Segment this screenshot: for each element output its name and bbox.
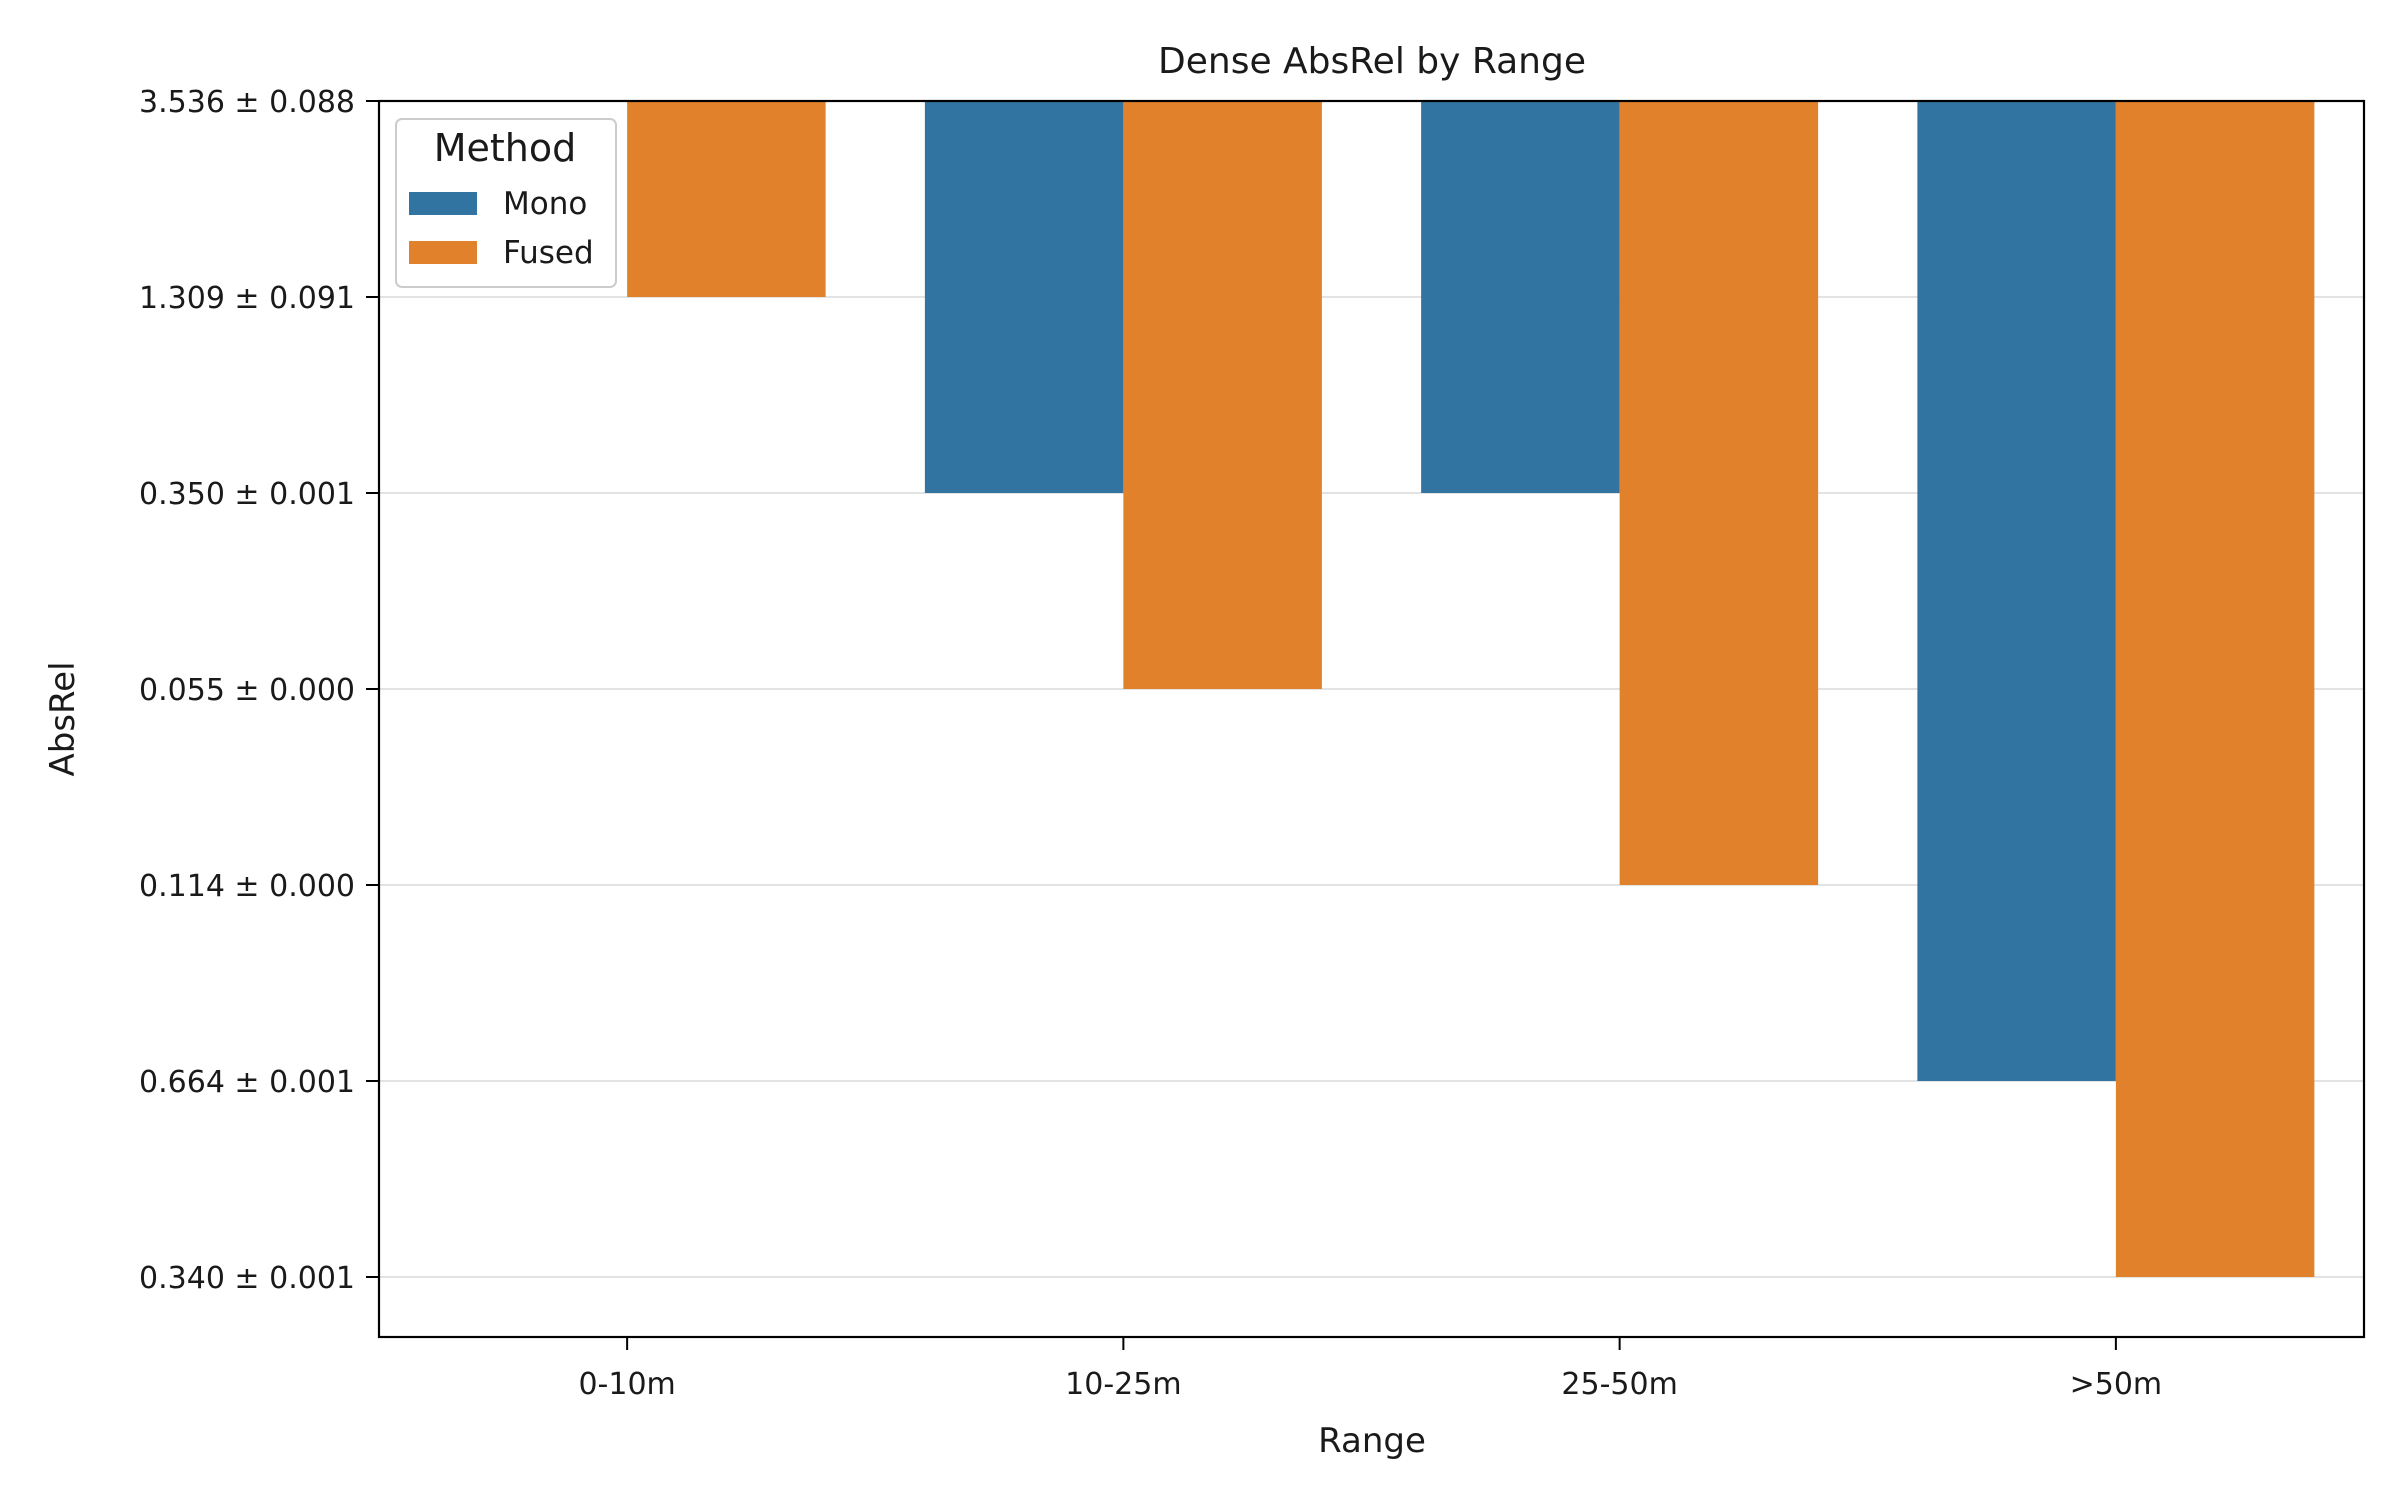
chart-title: Dense AbsRel by Range: [1158, 41, 1586, 82]
y-tick-label: 1.309 ± 0.091: [139, 281, 355, 316]
y-tick-label: 0.114 ± 0.000: [139, 869, 355, 904]
plot-frame: [377, 99, 2366, 1339]
bar-mono-2: [1421, 101, 1620, 493]
bar-fused-0: [627, 101, 826, 297]
legend-label-mono: Mono: [503, 186, 587, 222]
legend-title: Method: [434, 126, 577, 170]
bar-mono-1: [924, 101, 1124, 493]
x-tick-label: >50m: [2070, 1367, 2163, 1402]
legend: Method Mono Fused: [395, 118, 617, 288]
y-tick-label: 0.350 ± 0.001: [139, 477, 355, 512]
y-axis-label: AbsRel: [43, 661, 83, 776]
bar-fused-3: [2115, 101, 2315, 1277]
legend-label-fused: Fused: [503, 235, 594, 271]
bars: [627, 101, 2315, 1277]
x-tick-label: 0-10m: [578, 1367, 675, 1402]
bar-fused-2: [1619, 101, 1819, 885]
legend-swatch-fused: [409, 241, 477, 264]
bar-mono-3: [1917, 101, 2116, 1081]
x-tick-label: 10-25m: [1065, 1367, 1181, 1402]
bar-fused-1: [1123, 101, 1322, 689]
y-tick-label: 0.664 ± 0.001: [139, 1065, 355, 1100]
legend-swatch-mono: [409, 192, 477, 215]
y-tick-label: 3.536 ± 0.088: [139, 85, 355, 120]
y-tick-label: 0.340 ± 0.001: [139, 1261, 355, 1296]
x-tick-label: 25-50m: [1561, 1367, 1677, 1402]
axis-ticks: 3.536 ± 0.088 1.309 ± 0.091 0.350 ± 0.001 0…: [139, 85, 2162, 1402]
x-axis-label: Range: [1318, 1421, 1426, 1461]
y-tick-label: 0.055 ± 0.000: [139, 673, 355, 708]
